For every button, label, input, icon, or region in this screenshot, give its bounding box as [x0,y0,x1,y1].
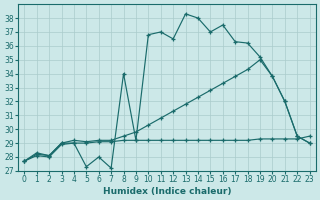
X-axis label: Humidex (Indice chaleur): Humidex (Indice chaleur) [103,187,231,196]
